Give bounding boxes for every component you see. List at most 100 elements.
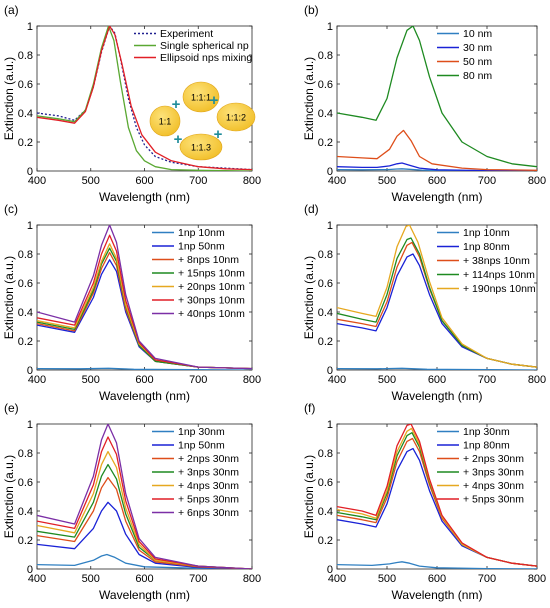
y-tick-label: 1: [27, 419, 33, 431]
legend-item: + 3nps 30nm: [178, 467, 239, 479]
x-tick-label: 700: [189, 175, 207, 187]
series-line: [337, 26, 537, 168]
legend-item: Experiment: [160, 28, 213, 40]
particle-ratio-label: 1:1: [159, 117, 172, 127]
series-line: [37, 367, 252, 370]
series-line: [337, 162, 537, 171]
legend-item: 1np 30nm: [463, 426, 510, 438]
y-tick-label: 0.8: [18, 50, 33, 62]
x-tick-label: 800: [528, 175, 546, 187]
legend-item: + 114nps 10nm: [463, 269, 535, 281]
y-tick-label: 0.2: [318, 137, 333, 149]
legend: 10 nm 30 nm 50 nm 80 nm: [437, 28, 492, 82]
x-tick-label: 500: [378, 573, 396, 585]
series-group: [337, 225, 537, 370]
legend-item: + 6nps 30nm: [178, 507, 239, 519]
y-tick-label: 0.4: [18, 108, 33, 120]
x-tick-label: 700: [478, 573, 496, 585]
particle-ratio-label: 1:1:2: [226, 113, 246, 123]
series-line: [37, 436, 252, 569]
y-tick-label: 0: [327, 564, 333, 576]
series-line: [37, 26, 252, 171]
y-axis-label: Extinction (a.u.): [302, 57, 316, 140]
legend-item: + 2nps 30nm: [178, 453, 239, 465]
series-group: [337, 26, 537, 171]
legend-item: 80 nm: [463, 70, 492, 82]
nanoparticle-inset: 1:1:11:1:21:11:1.3+ ++ +: [149, 81, 256, 161]
x-tick-label: 500: [378, 175, 396, 187]
y-tick-label: 0.8: [18, 249, 33, 261]
x-tick-label: 400: [328, 374, 346, 386]
y-tick-label: 1: [327, 419, 333, 431]
panel-label: (a): [4, 3, 19, 17]
legend: 1np 10nm 1np 80nm + 38nps 10nm + 114nps 10n…: [437, 227, 536, 295]
series-group: [37, 424, 252, 569]
x-tick-label: 800: [243, 175, 261, 187]
y-tick-label: 0: [27, 564, 33, 576]
particle-ratio-label: 1:1:1: [191, 93, 211, 103]
chart-panel-6: (f) 400 500 600 700 800 0 0.2 0.4 0.6 0.8 1 Waveleng…: [302, 401, 546, 602]
legend-item: + 5nps 30nm: [178, 494, 239, 506]
particle-ratio-label: 1:1.3: [191, 143, 211, 153]
series-line: [337, 129, 537, 171]
legend-item: 1np 80nm: [463, 241, 510, 253]
y-tick-label: 0.4: [318, 307, 333, 319]
y-tick-label: 0.8: [318, 249, 333, 261]
x-tick-label: 500: [82, 573, 100, 585]
y-tick-label: 0.8: [18, 448, 33, 460]
series-group: [337, 424, 537, 569]
panel-label: (f): [304, 401, 315, 415]
x-tick-label: 600: [135, 573, 153, 585]
x-axis-label: Wavelength (nm): [99, 389, 190, 403]
chart-panel-1: (a) 400 500 600 700 800 0 0.2 0.4 0.6 0.8 1 Waveleng…: [2, 3, 261, 204]
y-tick-label: 0: [27, 166, 33, 178]
x-axis-label: Wavelength (nm): [392, 389, 483, 403]
chart-panel-3: (c) 400 500 600 700 800 0 0.2 0.4 0.6 0.8 1 Waveleng…: [2, 202, 261, 403]
x-axis-label: Wavelength (nm): [99, 588, 190, 602]
y-axis-label: Extinction (a.u.): [302, 455, 316, 538]
legend-item: + 4nps 30nm: [463, 480, 524, 492]
legend-item: 10 nm: [463, 28, 492, 40]
series-group: [37, 26, 252, 171]
x-tick-label: 800: [528, 374, 546, 386]
x-tick-label: 400: [28, 573, 46, 585]
x-tick-label: 700: [189, 374, 207, 386]
legend-item: 1np 50nm: [178, 440, 225, 452]
x-tick-label: 500: [378, 374, 396, 386]
panel-label: (c): [4, 202, 18, 216]
legend-item: + 15nps 10nm: [178, 268, 245, 280]
legend-item: 30 nm: [463, 42, 492, 54]
legend-item: + 20nps 10nm: [178, 281, 245, 293]
panel-label: (e): [4, 401, 19, 415]
y-tick-label: 1: [27, 220, 33, 232]
x-tick-label: 600: [428, 573, 446, 585]
x-tick-label: 500: [82, 374, 100, 386]
y-tick-label: 0.6: [318, 278, 333, 290]
gold-nanoparticle: [182, 81, 220, 113]
legend-item: + 40nps 10nm: [178, 308, 245, 320]
x-tick-label: 600: [428, 175, 446, 187]
plus-icon: +: [214, 126, 223, 143]
x-tick-label: 600: [135, 175, 153, 187]
plus-icon: +: [210, 92, 219, 109]
y-tick-label: 0.4: [18, 307, 33, 319]
x-tick-label: 700: [189, 573, 207, 585]
y-tick-label: 0.6: [318, 79, 333, 91]
legend-item: + 8nps 10nm: [178, 254, 239, 266]
series-line: [337, 561, 537, 569]
legend-item: + 30nps 10nm: [178, 295, 245, 307]
y-tick-label: 0.4: [18, 506, 33, 518]
legend-item: 50 nm: [463, 56, 492, 68]
y-tick-label: 1: [327, 220, 333, 232]
plus-icon: +: [174, 131, 183, 148]
series-line: [37, 424, 252, 569]
panel-label: (b): [304, 3, 319, 17]
x-axis-label: Wavelength (nm): [392, 588, 483, 602]
gold-nanoparticle: [216, 102, 256, 132]
y-tick-label: 0.2: [18, 535, 33, 547]
legend-item: + 4nps 30nm: [178, 480, 239, 492]
x-tick-label: 400: [328, 175, 346, 187]
legend-item: Single spherical np: [160, 40, 249, 52]
